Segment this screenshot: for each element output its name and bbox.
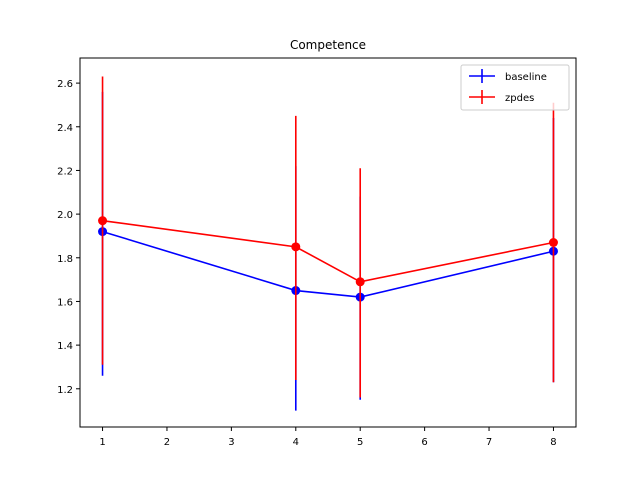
y-tick-label: 1.2 <box>57 385 73 396</box>
series-line <box>102 230 554 298</box>
x-tick-label: 3 <box>228 437 234 448</box>
legend-handle-baseline <box>469 69 495 83</box>
y-tick-label: 1.4 <box>57 341 73 352</box>
x-tick-label: 6 <box>421 437 427 448</box>
y-tick-label: 2.4 <box>57 123 73 134</box>
x-tick-label: 4 <box>293 437 299 448</box>
legend: baseline zpdes <box>460 64 570 111</box>
data-point <box>98 216 108 226</box>
x-tick-label: 2 <box>164 437 170 448</box>
y-tick-label: 2.0 <box>57 210 73 221</box>
chart-title: Competence <box>290 38 366 52</box>
legend-label: baseline <box>505 72 547 83</box>
legend-handle-zpdes <box>469 90 495 104</box>
x-tick-label: 7 <box>486 437 492 448</box>
data-point <box>355 277 365 287</box>
series-baseline <box>98 91 558 411</box>
series-line <box>102 219 554 283</box>
series-zpdes <box>98 76 558 398</box>
x-tick-label: 5 <box>357 437 363 448</box>
y-tick-label: 1.6 <box>57 297 73 308</box>
y-tick-label: 1.8 <box>57 254 73 265</box>
x-tick-label: 8 <box>550 437 556 448</box>
x-tick-label: 1 <box>99 437 105 448</box>
legend-label: zpdes <box>505 93 534 104</box>
axes-frame <box>79 57 577 428</box>
data-point <box>291 242 301 252</box>
y-tick-label: 2.2 <box>57 166 73 177</box>
plot-area: 1 2 3 4 5 6 7 8 1.2 1.4 1.6 1.8 2.0 2.2 2.4 2.6 <box>57 57 577 448</box>
data-point <box>548 238 558 247</box>
y-tick-label: 2.6 <box>57 79 73 90</box>
